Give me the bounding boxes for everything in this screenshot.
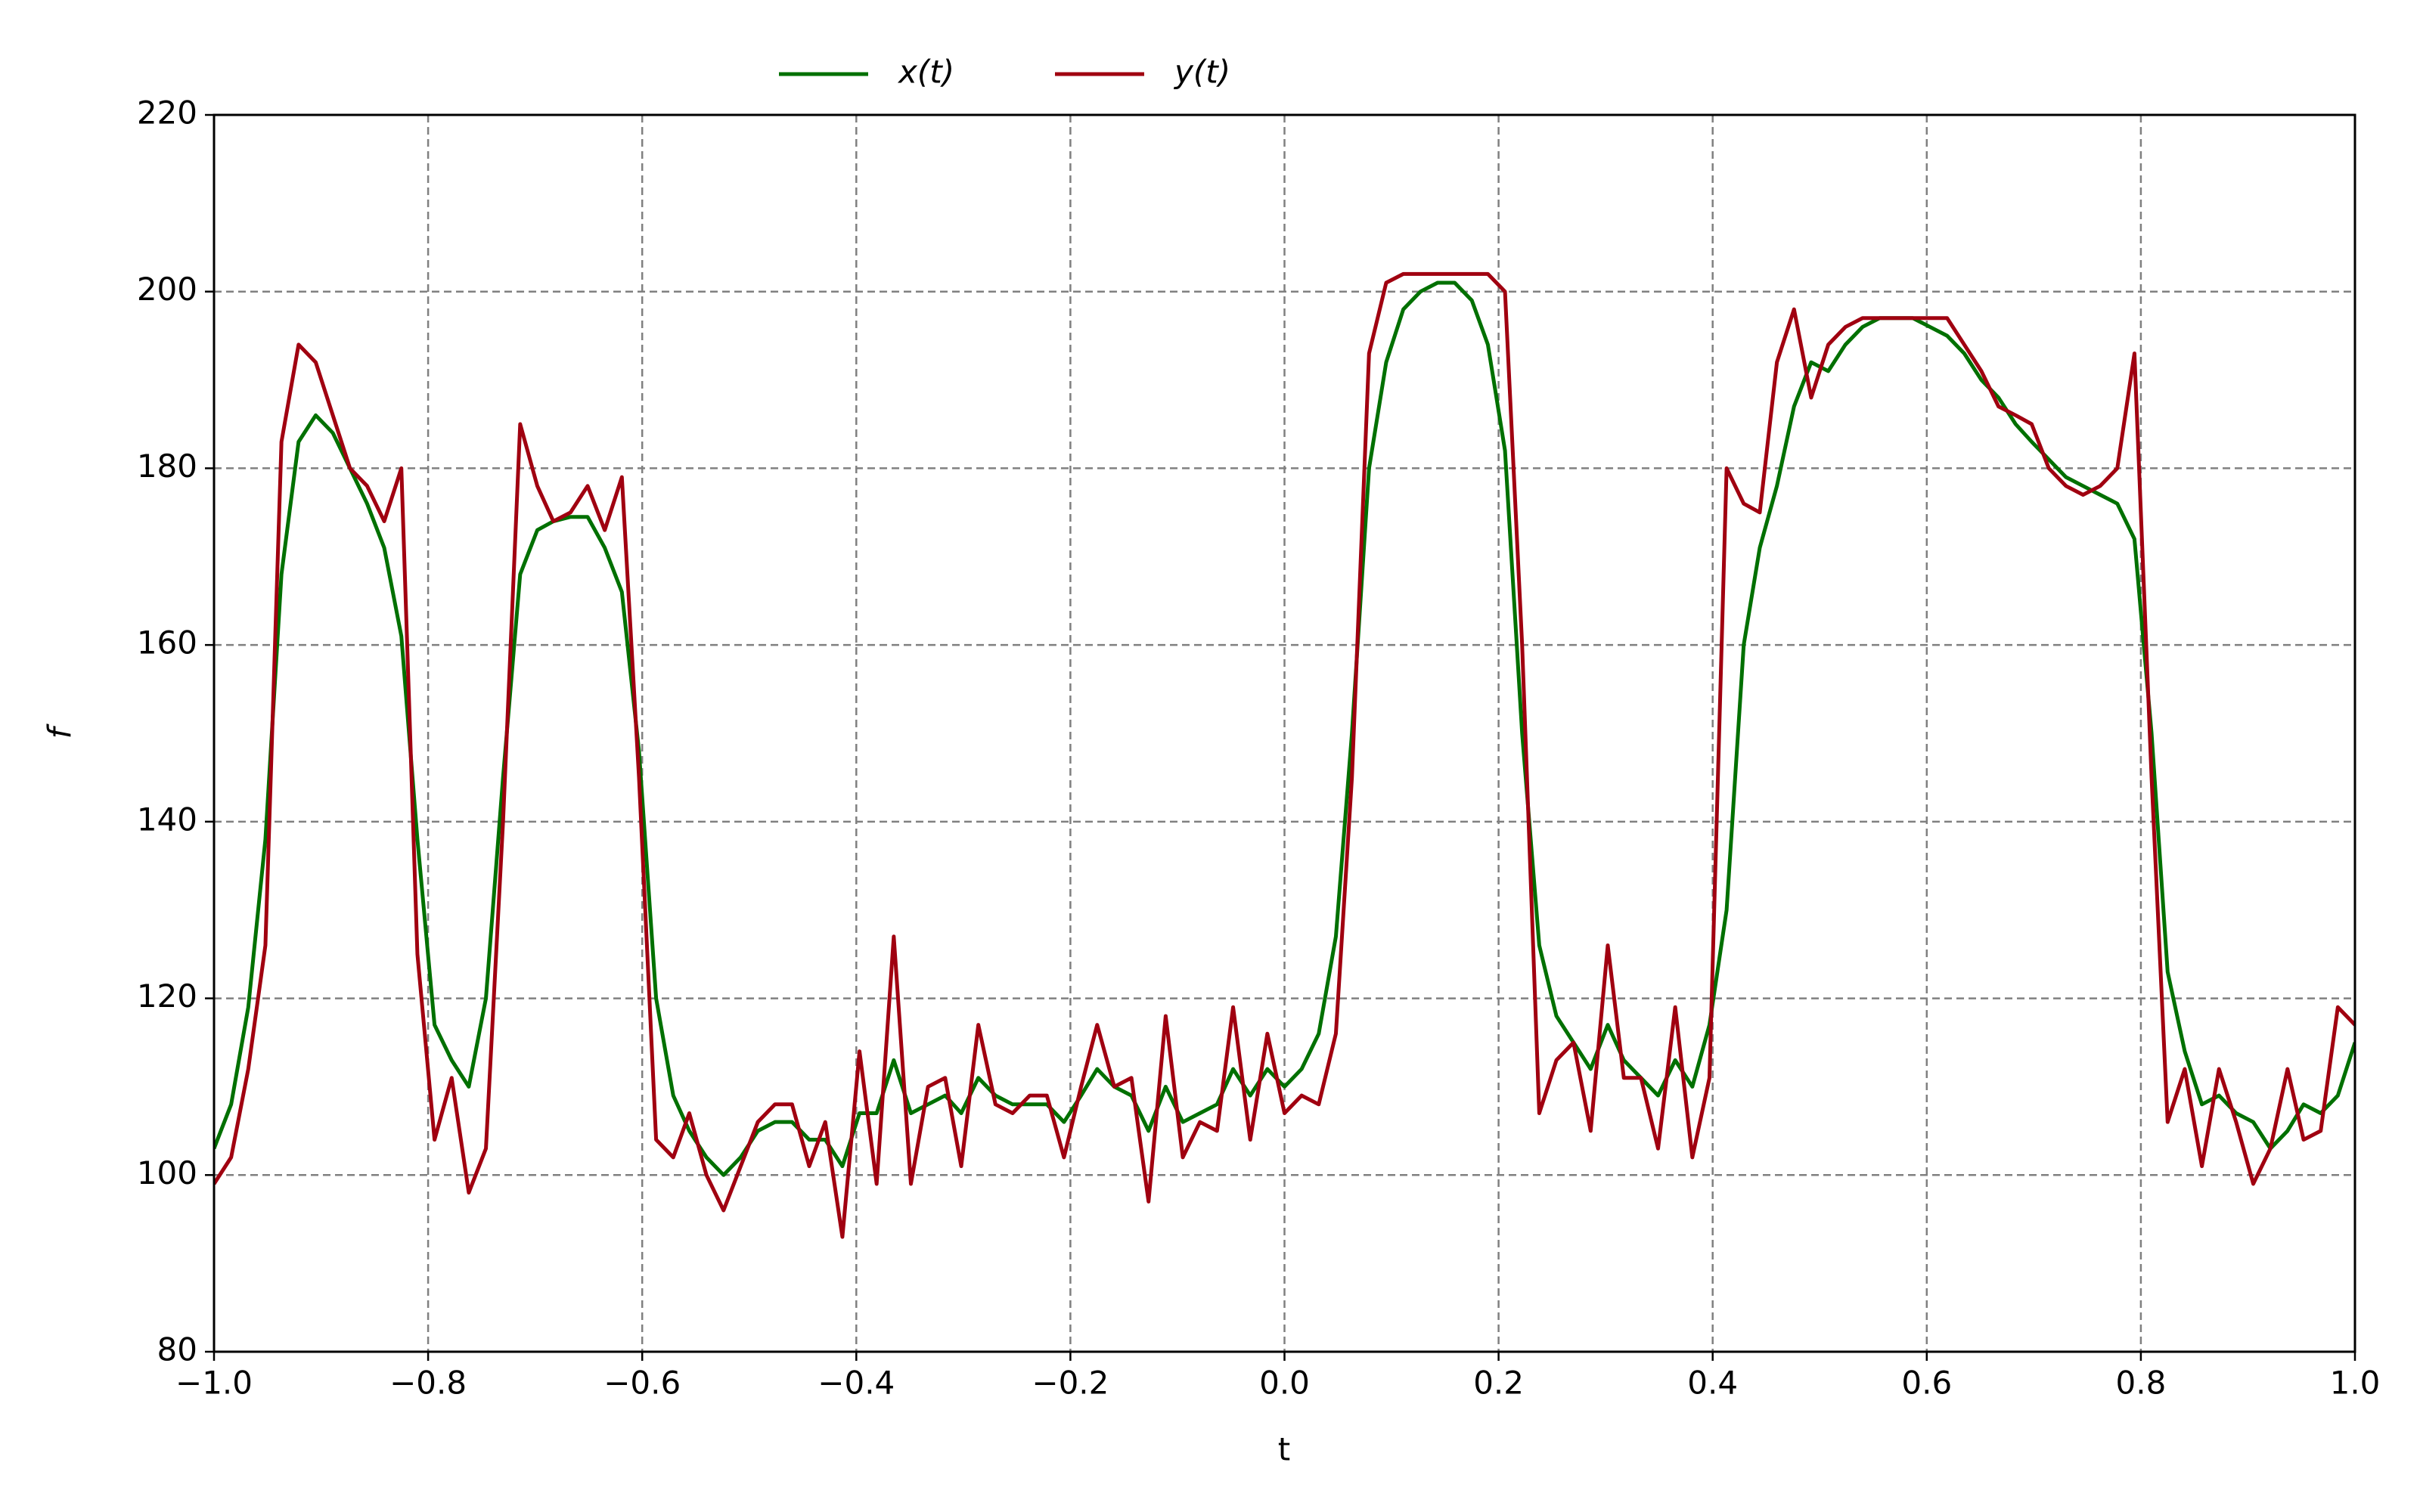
x-tick-label: 1.0 [2330,1365,2381,1402]
y-tick-label: 200 [137,271,197,308]
line-series [214,280,2355,1177]
x-tick-label: −0.4 [818,1365,895,1402]
x-tick-label: 0.2 [1473,1365,1524,1402]
legend-label: x(t) [897,54,954,91]
y-axis-label: f [42,723,79,739]
x-tick-label: −0.8 [389,1365,467,1402]
x-tick-label: 0.8 [2116,1365,2167,1402]
x-tick-label: 0.6 [1901,1365,1952,1402]
plot-frame [213,113,2356,1353]
x-tick-label: −0.6 [603,1365,681,1402]
x-axis-label: t [1278,1431,1290,1468]
x-tick-label: −1.0 [175,1365,253,1402]
x-tick-label: 0.0 [1259,1365,1310,1402]
x-tick-label: 0.4 [1687,1365,1738,1402]
x-tick-label: −0.2 [1032,1365,1109,1402]
y-tick-label: 160 [137,624,197,662]
y-tick-label: 100 [137,1154,197,1191]
line-series [214,271,2355,1239]
y-tick-label: 120 [137,978,197,1015]
y-tick-label: 80 [157,1331,197,1368]
y-tick-label: 220 [137,94,197,132]
y-tick-label: 140 [137,801,197,838]
y-tick-label: 180 [137,448,197,485]
legend-label: y(t) [1173,54,1230,91]
